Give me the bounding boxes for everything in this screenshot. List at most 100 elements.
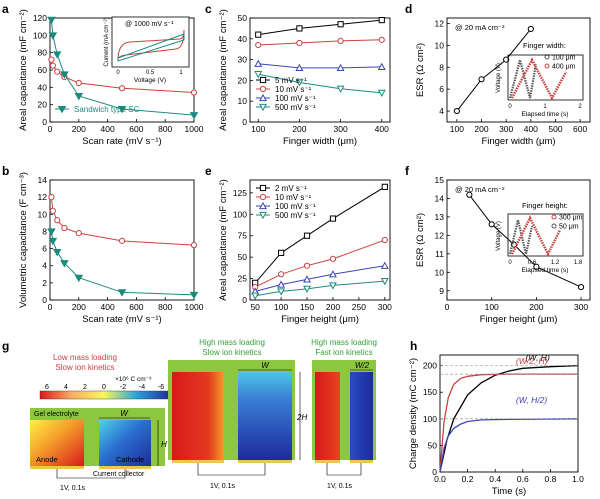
data-point-f-0-4 xyxy=(577,283,585,291)
inset-f-gcd: Finger height: 300 μm 50 μm 0 0.6 1.2 1.… xyxy=(496,201,584,274)
data-point-f-0-0 xyxy=(466,191,473,198)
y-tick-label-h-3: 150 xyxy=(423,387,437,397)
x-tick-label-d-2: 300 xyxy=(499,124,513,134)
x-tick-label-d-4: 500 xyxy=(548,124,562,134)
low-title-2: Slow ion kinetics xyxy=(55,363,114,372)
data-point-e-0-3 xyxy=(329,215,337,222)
series-line-d-0 xyxy=(456,28,532,112)
y-tick-label-d-3: 10 xyxy=(435,40,445,50)
low-bias: 1V, 0.1s xyxy=(60,485,86,492)
inset-f-legend-marker-0 xyxy=(551,214,557,220)
inset-f-legend-0: 300 μm xyxy=(559,215,583,222)
mid-collector-2 xyxy=(238,460,292,463)
x-axis-label-d: Finger width (μm) xyxy=(481,136,555,147)
inset-d-legend-marker-1 xyxy=(544,63,550,69)
data-point-e-3-0 xyxy=(251,292,260,300)
inset-d-gcd: Finger width: 100 μm 400 μm 0 1 2 Elapse… xyxy=(496,41,584,118)
panel-letter-a: a xyxy=(2,2,9,16)
inset-d-xtick-2: 2 xyxy=(578,104,582,110)
data-point-c-2-1 xyxy=(295,63,304,72)
legend-label-e-2: 100 mV s⁻¹ xyxy=(275,202,316,211)
data-point-b-0-2 xyxy=(54,217,61,224)
x-tick-label-d-1: 200 xyxy=(474,124,488,134)
colorbar-unit: ×10⁶ C cm⁻³ xyxy=(115,376,152,383)
inset-f-xtick-3: 1.8 xyxy=(574,260,583,266)
right-collector-2 xyxy=(350,460,373,463)
colorbar xyxy=(39,390,169,400)
inset-d-xlabel: Elapsed time (s) xyxy=(522,111,569,118)
x-tick-label-a-0: 0 xyxy=(48,124,53,134)
data-point-c-1-2 xyxy=(337,37,344,44)
curve-label-h-2: (W, H/2) xyxy=(516,395,547,405)
mid-collector xyxy=(172,460,224,463)
inset-a-cv: @ 1000 mV s⁻¹ 0 0.5 1 Voltage (V) Curren… xyxy=(104,16,190,84)
curve-label-h-1: (W/2, H) xyxy=(516,356,548,366)
data-point-d-0-3 xyxy=(527,25,534,33)
colorbar-tick-2: 2 xyxy=(83,384,87,391)
right-collector xyxy=(315,460,340,463)
chart-f: 0 100 200 300 9 10 11 12 13 14 15 Finger height (μm… xyxy=(415,175,591,325)
inset-f-frame xyxy=(507,213,584,257)
data-point-b-0-4 xyxy=(75,230,82,237)
x-tick-label-d-5: 600 xyxy=(573,124,587,134)
y-tick-label-d-0: 4 xyxy=(439,106,444,116)
data-point-c-3-2 xyxy=(336,85,345,93)
y-tick-label-b-1: 2 xyxy=(42,278,47,288)
data-point-f-0-3 xyxy=(533,263,540,270)
y-tick-label-a-6: 120 xyxy=(33,13,47,23)
y-tick-label-e-0: 0 xyxy=(242,295,247,305)
y-tick-label-b-7: 14 xyxy=(38,175,48,185)
x-tick-label-c-2: 300 xyxy=(333,124,347,134)
x-axis-label-a: Scan rate (mV s⁻¹) xyxy=(82,136,161,147)
data-point-e-2-3 xyxy=(329,270,337,278)
inset-d-frame xyxy=(507,54,584,101)
data-point-b-0-6 xyxy=(190,242,198,249)
x-tick-label-a-2: 400 xyxy=(101,124,115,134)
chart-a: 0 200 400 600 800 1000 0 20 40 60 80 100 120 Scan rat… xyxy=(18,9,204,147)
data-point-a-0-2 xyxy=(54,68,61,75)
x-tick-label-c-3: 400 xyxy=(375,124,389,134)
x-tick-label-f-3: 300 xyxy=(574,302,588,312)
data-point-b-1-3 xyxy=(60,260,69,268)
inset-d-legend-1: 400 μm xyxy=(552,64,576,71)
x-tick-label-h-3: 0.6 xyxy=(517,474,529,484)
chart-e: 50 100 150 200 250 300 0 25 50 75 100 125 Finger hei… xyxy=(218,179,392,325)
x-tick-label-b-1: 200 xyxy=(72,302,86,312)
panel-letter-h: h xyxy=(410,339,417,353)
panel-letter-e: e xyxy=(205,164,212,178)
inset-d-xtick-0: 0 xyxy=(508,104,512,110)
low-collector xyxy=(30,466,84,469)
x-tick-label-c-0: 100 xyxy=(251,124,265,134)
y-tick-label-c-5: 50 xyxy=(238,13,248,23)
legend-label-c-3: 500 mV s⁻¹ xyxy=(275,103,316,112)
x-axis-label-c: Finger width (μm) xyxy=(283,136,357,147)
data-point-a-0-5 xyxy=(118,85,126,92)
inset-d-legend-marker-0 xyxy=(544,54,550,60)
x-tick-label-a-1: 200 xyxy=(72,124,86,134)
y-tick-label-c-2: 20 xyxy=(238,75,248,85)
inset-f-xtick-2: 1.2 xyxy=(551,260,560,266)
low-circuit xyxy=(56,469,126,479)
data-point-b-1-4 xyxy=(74,274,84,283)
y-tick-label-e-1: 25 xyxy=(238,274,248,284)
plot-frame-c xyxy=(249,17,391,123)
inset-d-xtick-1: 1 xyxy=(543,104,547,110)
y-tick-label-e-4: 100 xyxy=(233,209,247,219)
y-tick-label-f-0: 9 xyxy=(439,286,444,296)
data-point-b-1-5 xyxy=(117,289,127,297)
data-point-c-3-1 xyxy=(295,79,304,87)
data-point-e-3-3 xyxy=(329,282,337,290)
mid-anode xyxy=(172,372,224,460)
y-tick-label-a-3: 60 xyxy=(38,65,48,75)
data-point-c-1-0 xyxy=(255,41,262,49)
x-tick-label-f-0: 0 xyxy=(445,302,450,312)
data-point-e-3-1 xyxy=(277,288,286,296)
y-tick-label-h-4: 200 xyxy=(423,361,437,371)
data-point-a-1-4 xyxy=(74,93,84,101)
y-tick-label-b-2: 4 xyxy=(42,261,47,271)
inset-d-trace-red xyxy=(510,57,568,101)
inset-a-cv-teal xyxy=(117,33,185,62)
colorbar-tick-5: -4 xyxy=(139,384,145,391)
x-axis-label-h: Time (s) xyxy=(492,486,526,497)
inset-a-xtick-0: 0 xyxy=(116,70,120,76)
